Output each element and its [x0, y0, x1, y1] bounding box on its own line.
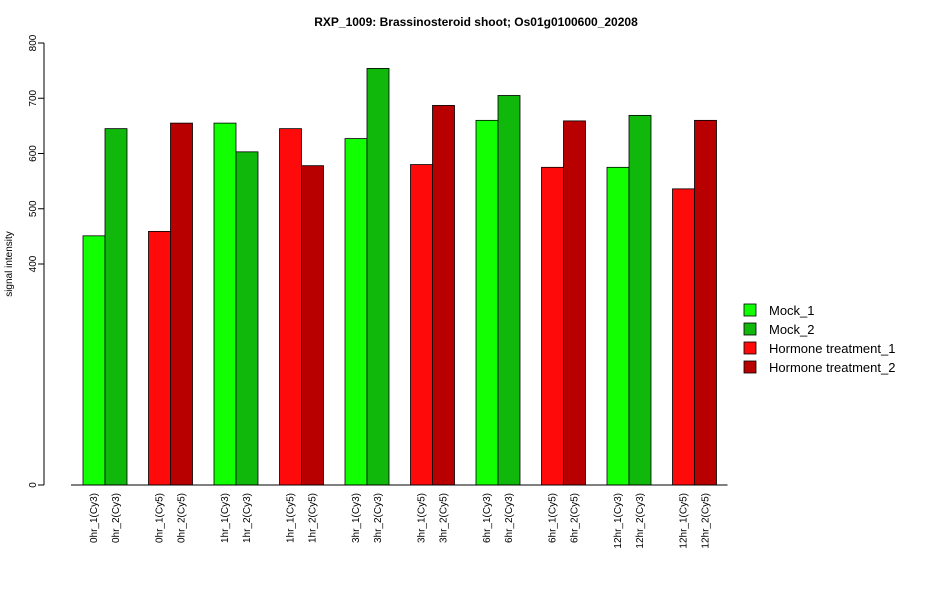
- x-tick-label: 1hr_1(Cy3): [220, 493, 231, 543]
- legend-swatch: [743, 360, 757, 374]
- x-tick-label: 0hr_2(Cy3): [111, 493, 122, 543]
- y-tick-label: 400: [28, 255, 39, 272]
- bar: [148, 231, 171, 486]
- y-tick-label: 600: [28, 145, 39, 162]
- x-tick-label: 0hr_1(Cy5): [155, 493, 166, 543]
- y-tick-label: 500: [28, 200, 39, 217]
- legend-label: Hormone treatment_2: [769, 360, 895, 375]
- bar: [82, 235, 106, 486]
- bar: [279, 128, 302, 486]
- y-tick-label: 0: [28, 482, 39, 488]
- legend-swatch: [743, 341, 757, 355]
- x-tick-label: 0hr_2(Cy5): [177, 493, 188, 543]
- chart-title: RXP_1009: Brassinosteroid shoot; Os01g01…: [314, 15, 638, 29]
- legend-label: Hormone treatment_1: [769, 341, 895, 356]
- x-tick-label: 12hr_1(Cy3): [613, 493, 624, 549]
- x-tick-label: 0hr_1(Cy3): [89, 493, 100, 543]
- bar: [475, 119, 499, 486]
- legend-label: Mock_2: [769, 322, 815, 337]
- bar: [104, 128, 128, 486]
- bar: [344, 138, 368, 486]
- legend-swatch: [743, 322, 757, 336]
- x-tick-label: 3hr_2(Cy5): [439, 493, 450, 543]
- x-tick-label: 12hr_2(Cy5): [701, 493, 712, 549]
- legend-swatch: [743, 303, 757, 317]
- bars: [82, 68, 717, 486]
- bar: [170, 122, 193, 486]
- x-tick-label: 6hr_1(Cy5): [548, 493, 559, 543]
- bar: [366, 68, 390, 486]
- bar: [563, 120, 586, 486]
- x-tick-label: 1hr_2(Cy5): [308, 493, 319, 543]
- bar: [432, 105, 455, 486]
- legend: Mock_1 Mock_2 Hormone treatment_1 Hormone t…: [743, 303, 895, 375]
- bar: [541, 166, 564, 486]
- legend-label: Mock_1: [769, 303, 815, 318]
- x-tick-label: 12hr_1(Cy5): [679, 493, 690, 549]
- y-tick-label: 800: [28, 34, 39, 51]
- x-tick-label: 6hr_2(Cy5): [570, 493, 581, 543]
- bar: [301, 165, 324, 486]
- y-tick-label: 700: [28, 89, 39, 106]
- x-tick-label: 1hr_2(Cy3): [242, 493, 253, 543]
- bar: [628, 114, 652, 486]
- x-tick-label: 3hr_1(Cy5): [417, 493, 428, 543]
- x-tick-label: 1hr_1(Cy5): [286, 493, 297, 543]
- y-axis-label: signal intensity: [4, 231, 15, 297]
- x-tick-label: 6hr_1(Cy3): [482, 493, 493, 543]
- x-tick-label: 12hr_2(Cy3): [635, 493, 646, 549]
- x-axis: 0hr_1(Cy3) 0hr_2(Cy3) 0hr_1(Cy5) 0hr_2(Cy5)…: [71, 484, 728, 549]
- bar: [410, 164, 433, 486]
- bar: [235, 151, 259, 486]
- x-tick-label: 3hr_1(Cy3): [351, 493, 362, 543]
- bar: [694, 119, 717, 486]
- bar: [497, 95, 521, 486]
- bar: [213, 122, 237, 486]
- bar: [672, 188, 695, 486]
- x-tick-label: 3hr_2(Cy3): [373, 493, 384, 543]
- bar: [606, 166, 630, 486]
- x-tick-label: 6hr_2(Cy3): [504, 493, 515, 543]
- y-axis: 0 400 500 600 700 800: [28, 34, 45, 488]
